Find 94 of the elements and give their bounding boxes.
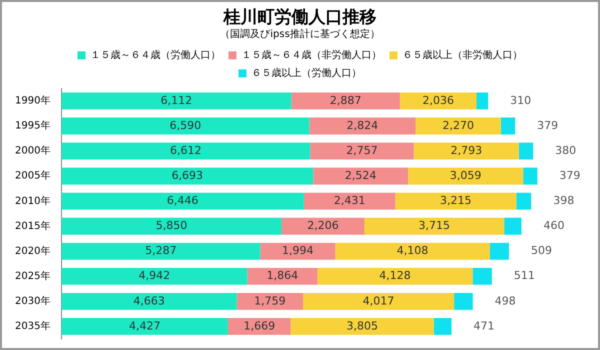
bar xyxy=(516,192,532,210)
data-label: 511 xyxy=(514,269,535,282)
bar xyxy=(414,142,519,160)
data-label: 498 xyxy=(494,294,516,308)
y-tick-label: 1990年 xyxy=(14,94,50,107)
data-label: 1,669 xyxy=(244,319,276,332)
bar xyxy=(61,192,304,210)
y-tick-label: 2020年 xyxy=(14,244,50,257)
bar xyxy=(310,142,414,160)
legend-label: ６５歳以上（非労働人口） xyxy=(402,48,522,61)
chart-title: 桂川町労働人口推移 xyxy=(222,8,376,28)
y-tick-label: 2030年 xyxy=(14,295,50,308)
bar xyxy=(476,92,488,110)
y-tick-label: 2035年 xyxy=(14,320,50,332)
bar xyxy=(518,142,534,160)
data-label: 6,612 xyxy=(170,144,202,157)
data-label: 5,287 xyxy=(145,244,177,258)
bar xyxy=(400,92,476,110)
data-label: 2,793 xyxy=(450,144,482,157)
data-label: 310 xyxy=(510,94,532,107)
y-tick-label: 2025年 xyxy=(14,270,50,282)
data-label: 460 xyxy=(543,219,564,232)
data-label: 4,942 xyxy=(138,269,170,282)
bar xyxy=(236,292,303,310)
bar xyxy=(523,168,538,185)
bar xyxy=(290,318,434,335)
data-label: 2,036 xyxy=(422,94,454,107)
legend-label: ６５歳以上（労働人口） xyxy=(252,66,362,79)
bar xyxy=(61,118,310,134)
data-label: 4,663 xyxy=(133,294,165,308)
bar xyxy=(309,118,416,134)
bar xyxy=(304,192,396,210)
data-label: 471 xyxy=(474,319,495,332)
bar xyxy=(281,218,364,235)
data-label: 3,715 xyxy=(418,219,450,232)
data-label: 4,017 xyxy=(362,294,394,308)
data-label: 6,112 xyxy=(160,94,192,107)
data-label: 398 xyxy=(553,194,574,208)
y-tick-label: 2010年 xyxy=(14,194,50,207)
bar xyxy=(61,218,282,235)
data-label: 3,215 xyxy=(440,194,472,208)
bar xyxy=(416,118,501,134)
data-label: 380 xyxy=(555,144,576,157)
y-tick-label: 2000年 xyxy=(14,144,50,157)
bar xyxy=(500,118,516,134)
bar xyxy=(61,92,292,110)
data-label: 5,850 xyxy=(156,219,188,232)
bar xyxy=(61,292,237,310)
data-label: 6,693 xyxy=(172,168,204,182)
bar xyxy=(395,192,516,210)
bar xyxy=(317,268,473,285)
bar xyxy=(61,168,314,185)
data-label: 379 xyxy=(559,168,580,182)
data-label: 1,994 xyxy=(282,244,314,258)
bar xyxy=(61,142,310,160)
y-tick-label: 1995年 xyxy=(14,120,50,132)
bar xyxy=(472,268,492,285)
bar xyxy=(61,242,260,260)
bar xyxy=(302,292,454,310)
data-label: 1,864 xyxy=(266,269,298,282)
data-label: 2,757 xyxy=(346,144,378,157)
chart-subtitle: （国調及びipss推計に基づく想定） xyxy=(220,28,380,40)
data-label: 2,431 xyxy=(334,194,366,208)
data-label: 2,206 xyxy=(307,219,339,232)
data-label: 2,524 xyxy=(344,168,376,182)
data-label: 3,805 xyxy=(346,319,378,332)
data-label: 4,128 xyxy=(379,269,411,282)
bar xyxy=(454,292,473,310)
bar xyxy=(61,318,228,335)
bar xyxy=(61,268,248,285)
data-label: 379 xyxy=(537,118,558,132)
legend-label: １５歳～６４歳（労働人口） xyxy=(90,48,220,61)
data-label: 3,059 xyxy=(450,168,482,182)
bar xyxy=(335,242,490,260)
data-label: 2,824 xyxy=(346,118,378,132)
bar xyxy=(313,168,408,185)
data-label: 6,590 xyxy=(170,118,202,132)
bar xyxy=(247,268,318,285)
data-label: 2,887 xyxy=(330,94,362,107)
bar xyxy=(291,92,400,110)
legend-label: １５歳～６４歳（非労働人口） xyxy=(242,48,382,61)
data-label: 509 xyxy=(530,244,552,258)
data-label: 6,446 xyxy=(166,194,198,208)
bar xyxy=(364,218,504,235)
bar xyxy=(504,218,522,235)
data-label: 4,108 xyxy=(396,244,428,258)
data-label: 1,759 xyxy=(254,294,286,308)
bar xyxy=(434,318,452,335)
y-tick-label: 2015年 xyxy=(14,220,50,232)
bar xyxy=(408,168,524,185)
bar xyxy=(490,242,509,260)
data-label: 4,427 xyxy=(128,319,160,332)
y-tick-label: 2005年 xyxy=(14,170,50,182)
data-label: 2,270 xyxy=(442,118,474,132)
